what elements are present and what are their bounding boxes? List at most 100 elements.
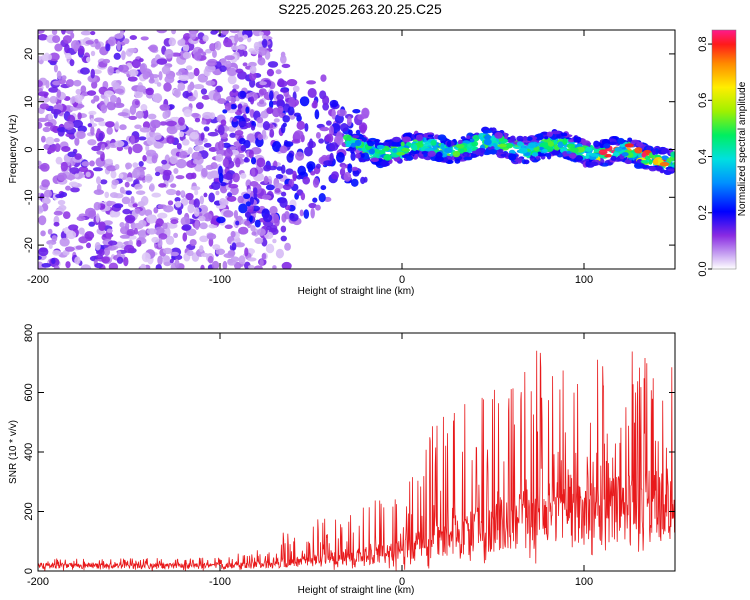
spectrogram-noise-blob bbox=[116, 145, 124, 152]
spectrogram-noise-blob bbox=[145, 149, 157, 157]
spectrogram-noise-blob bbox=[101, 256, 110, 264]
spectrogram-y-tick-label: -20 bbox=[23, 237, 35, 253]
spectrogram-transition-blob bbox=[232, 172, 240, 183]
spectrogram-noise-blob bbox=[124, 214, 136, 224]
spectrogram-noise-blob bbox=[98, 132, 104, 142]
spectrogram-transition-blob bbox=[343, 171, 352, 182]
spectrogram-noise-blob bbox=[134, 183, 143, 190]
spectrogram-noise-blob bbox=[38, 247, 49, 257]
spectrogram-noise-blob bbox=[94, 242, 101, 251]
spectrogram-signal-blob bbox=[648, 166, 657, 172]
spectrogram-noise-blob bbox=[79, 67, 90, 75]
spectrogram-y-tick-label: -10 bbox=[23, 189, 35, 205]
spectrogram-transition-blob bbox=[250, 157, 257, 165]
spectrogram-signal-blob bbox=[574, 136, 582, 143]
spectrogram-noise-blob bbox=[129, 105, 137, 115]
spectrogram-transition-blob bbox=[280, 88, 289, 93]
spectrogram-noise-blob bbox=[41, 179, 50, 188]
spectrogram-noise-blob bbox=[244, 156, 249, 163]
spectrogram-transition-blob bbox=[304, 123, 309, 132]
spectrogram-noise-blob bbox=[75, 88, 82, 95]
spectrogram-transition-blob bbox=[280, 164, 286, 174]
colorbar-label: Normalized spectral amplitude bbox=[737, 81, 748, 216]
spectrogram-noise-blob bbox=[175, 190, 181, 196]
spectrogram-transition-blob bbox=[292, 170, 297, 182]
spectrogram-noise-blob bbox=[68, 172, 74, 181]
spectrogram-noise-blob bbox=[163, 169, 172, 176]
spectrogram-transition-blob bbox=[249, 96, 255, 105]
colorbar-tick-label: 0.4 bbox=[697, 149, 709, 164]
spectrogram-noise-blob bbox=[194, 163, 204, 172]
spectrogram-transition-blob bbox=[258, 88, 267, 96]
spectrogram-transition-blob bbox=[331, 171, 339, 180]
spectrogram-noise-blob bbox=[108, 240, 118, 246]
spectrogram-signal-blob bbox=[635, 141, 644, 147]
spectrogram-signal-blob bbox=[655, 165, 664, 171]
spectrogram-signal-blob bbox=[392, 147, 398, 153]
spectrogram-noise-blob bbox=[162, 222, 168, 230]
spectrogram-noise-blob bbox=[210, 30, 218, 35]
spectrogram-noise-blob bbox=[187, 95, 196, 102]
spectrogram-noise-blob bbox=[171, 30, 177, 35]
spectrogram-transition-blob bbox=[328, 125, 334, 136]
spectrogram-noise-blob bbox=[197, 48, 204, 54]
spectrogram-noise-blob bbox=[56, 70, 62, 80]
spectrogram-signal-blob bbox=[659, 162, 670, 167]
snr-y-label: SNR (10 * v/v) bbox=[8, 420, 19, 484]
spectrogram-noise-blob bbox=[85, 56, 91, 63]
spectrogram-noise-blob bbox=[154, 166, 164, 174]
spectrogram-noise-blob bbox=[193, 207, 200, 217]
spectrogram-noise-blob bbox=[144, 173, 153, 183]
spectrogram-noise-blob bbox=[149, 183, 155, 192]
spectrogram-noise-blob bbox=[253, 41, 260, 51]
colorbar-frame bbox=[711, 29, 737, 270]
spectrogram-noise-blob bbox=[146, 136, 155, 146]
spectrogram-transition-blob bbox=[238, 121, 248, 127]
spectrogram-noise-blob bbox=[74, 153, 82, 160]
spectrogram-transition-blob bbox=[306, 80, 317, 85]
spectrogram-noise-blob bbox=[100, 143, 106, 151]
spectrogram-noise-blob bbox=[233, 209, 238, 219]
spectrogram-noise-blob bbox=[100, 104, 108, 114]
spectrogram-noise-blob bbox=[142, 108, 149, 119]
spectrogram-noise-blob bbox=[186, 249, 194, 257]
spectrogram-noise-blob bbox=[177, 82, 186, 91]
snr-y-tick-label: 800 bbox=[23, 324, 35, 342]
spectrogram-noise-blob bbox=[48, 52, 60, 62]
spectrogram-noise-blob bbox=[105, 158, 113, 164]
spectrogram-noise-blob bbox=[114, 121, 120, 130]
spectrogram-noise-blob bbox=[170, 219, 179, 225]
spectrogram-noise-blob bbox=[166, 125, 178, 135]
spectrogram-noise-blob bbox=[257, 228, 266, 236]
spectrogram-transition-blob bbox=[254, 219, 261, 228]
spectrogram-transition-blob bbox=[239, 90, 247, 99]
spectrogram-signal-blob bbox=[454, 158, 461, 164]
spectrogram-transition-blob bbox=[266, 107, 274, 115]
spectrogram-noise-blob bbox=[65, 261, 71, 269]
spectrogram-noise-blob bbox=[277, 80, 288, 88]
spectrogram-transition-blob bbox=[289, 213, 299, 222]
spectrogram-noise-blob bbox=[259, 99, 265, 105]
spectrogram-noise-blob bbox=[246, 133, 255, 143]
spectrogram-noise-blob bbox=[259, 81, 267, 86]
spectrogram-noise-blob bbox=[203, 142, 212, 148]
spectrogram-noise-blob bbox=[61, 75, 67, 81]
spectrogram-noise-blob bbox=[53, 64, 58, 73]
spectrogram-signal-blob bbox=[667, 168, 675, 172]
spectrogram-signal-blob bbox=[343, 134, 352, 141]
spectrogram-noise-blob bbox=[242, 50, 248, 57]
spectrogram-noise-blob bbox=[280, 235, 287, 242]
spectrogram-noise-blob bbox=[166, 135, 175, 144]
spectrogram-transition-blob bbox=[263, 213, 273, 223]
spectrogram-noise-blob bbox=[138, 136, 147, 141]
spectrogram-noise-blob bbox=[136, 240, 142, 247]
spectrogram-signal-blob bbox=[652, 158, 659, 166]
spectrogram-noise-blob bbox=[274, 188, 281, 193]
spectrogram-signal-blob bbox=[466, 135, 471, 140]
spectrogram-noise-blob bbox=[261, 253, 267, 260]
spectrogram-signal-blob bbox=[430, 139, 437, 146]
spectrogram-noise-blob bbox=[139, 127, 151, 133]
spectrogram-noise-blob bbox=[189, 238, 197, 247]
spectrogram-noise-blob bbox=[194, 220, 200, 231]
spectrogram-signal-blob bbox=[590, 161, 599, 167]
